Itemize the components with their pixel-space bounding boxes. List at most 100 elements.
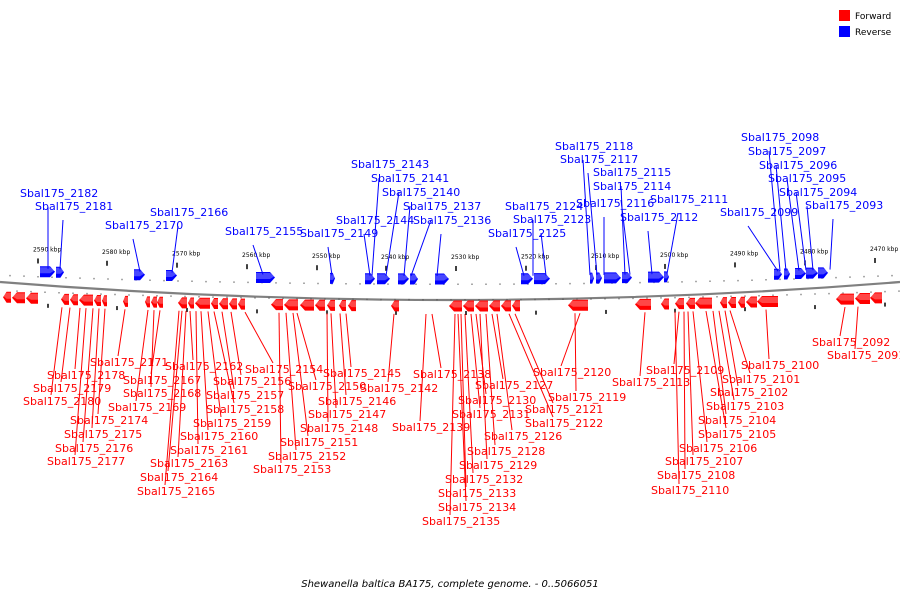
forward-gene-label: Sbal175_2151	[280, 436, 358, 449]
forward-gene-arrow-highlight	[348, 301, 356, 308]
forward-gene-arrow-highlight	[26, 293, 38, 300]
forward-gene-arrow	[151, 296, 157, 308]
reverse-gene-label: Sbal175_2111	[650, 193, 728, 206]
reverse-leader-line	[410, 219, 432, 277]
kbp-tick-label: 2510 kbp	[591, 253, 619, 260]
forward-gene-arrow	[728, 296, 736, 308]
forward-gene-arrow-highlight	[178, 298, 187, 305]
forward-gene-arrow	[271, 299, 283, 311]
reverse-gene-arrow	[534, 273, 550, 285]
reverse-gene-label: Sbal175_2141	[371, 172, 449, 185]
reverse-gene-label: Sbal175_2095	[768, 172, 846, 185]
forward-leader-line	[729, 310, 751, 374]
forward-gene-label: Sbal175_2126	[484, 430, 562, 443]
forward-gene-label: Sbal175_2142	[360, 382, 438, 395]
forward-leader-line	[221, 311, 235, 390]
forward-gene-arrow	[746, 296, 757, 308]
legend-forward-swatch	[839, 10, 850, 21]
reverse-gene-label: Sbal175_2149	[300, 227, 378, 240]
reverse-leader-line	[829, 218, 834, 270]
forward-gene-arrow-highlight	[635, 299, 651, 306]
reverse-gene-arrow	[398, 273, 409, 285]
forward-leader-line	[639, 312, 646, 377]
forward-gene-label: Sbal175_2165	[137, 485, 215, 498]
reverse-leader-line	[371, 177, 380, 276]
forward-leader-line	[285, 312, 297, 451]
forward-gene-label: Sbal175_2127	[475, 379, 553, 392]
forward-gene-arrow	[757, 296, 778, 308]
reverse-leader-line	[647, 230, 653, 275]
forward-gene-label: Sbal175_2129	[459, 459, 537, 472]
forward-leader-line	[491, 313, 504, 380]
reverse-leader-line	[385, 191, 400, 276]
legend-forward-label: Forward	[855, 12, 891, 22]
reverse-gene-arrow	[795, 268, 806, 280]
map-caption: Shewanella baltica BA175, complete genom…	[301, 579, 599, 590]
forward-gene-label: Sbal175_2130	[458, 394, 536, 407]
forward-gene-label: Sbal175_2101	[722, 373, 800, 386]
reverse-gene-arrow	[435, 273, 449, 285]
forward-gene-label: Sbal175_2154	[245, 363, 323, 376]
forward-gene-label: Sbal175_2148	[300, 422, 378, 435]
forward-gene-label: Sbal175_2179	[33, 382, 111, 395]
forward-leader-line	[164, 310, 180, 486]
forward-leader-line	[345, 313, 352, 368]
forward-leader-line	[718, 310, 735, 401]
forward-gene-label: Sbal175_2167	[123, 374, 201, 387]
kbp-tick-label: 2500 kbp	[660, 252, 688, 259]
forward-gene-arrow	[501, 300, 511, 312]
forward-gene-arrow	[512, 300, 520, 312]
forward-gene-label: Sbal175_2128	[467, 445, 545, 458]
forward-gene-arrow-highlight	[568, 300, 588, 307]
forward-gene-arrow-highlight	[675, 299, 684, 306]
forward-gene-arrow-highlight	[695, 298, 712, 305]
reverse-gene-label: Sbal175_2094	[779, 186, 857, 199]
reverse-gene-arrow	[330, 272, 335, 284]
reverse-gene-label: Sbal175_2114	[593, 180, 671, 193]
forward-gene-arrow-highlight	[757, 297, 778, 304]
forward-gene-label: Sbal175_2105	[698, 428, 776, 441]
reverse-gene-arrow	[134, 269, 145, 281]
forward-gene-arrow	[188, 297, 194, 309]
reverse-gene-label: Sbal175_2096	[759, 159, 837, 172]
reverse-gene-arrow-highlight	[377, 274, 390, 281]
reverse-gene-arrow-highlight	[664, 272, 669, 279]
forward-gene-arrow-highlight	[501, 301, 511, 308]
reverse-leader-line	[582, 159, 591, 276]
forward-gene-arrow-highlight	[300, 300, 314, 307]
reverse-gene-label: Sbal175_2123	[513, 213, 591, 226]
forward-leader-line	[167, 310, 183, 472]
reverse-gene-arrow	[818, 267, 828, 279]
forward-gene-arrow-highlight	[489, 301, 500, 308]
forward-gene-arrow-highlight	[145, 297, 150, 304]
reverse-gene-label: Sbal175_2143	[351, 158, 429, 171]
forward-gene-arrow	[661, 298, 669, 310]
forward-gene-label: Sbal175_2162	[165, 360, 243, 373]
forward-gene-arrow-highlight	[12, 293, 25, 300]
reverse-gene-arrow	[664, 271, 669, 283]
forward-gene-arrow	[315, 299, 325, 311]
forward-gene-arrow	[3, 291, 11, 303]
forward-leader-line	[464, 313, 474, 474]
forward-label-layer: Sbal175_2180Sbal175_2179Sbal175_2178Sbal…	[23, 336, 900, 528]
kbp-tick-label: 2580 kbp	[102, 249, 130, 256]
forward-gene-label: Sbal175_2135	[422, 515, 500, 528]
forward-leader-line	[460, 313, 467, 488]
forward-gene-label: Sbal175_2110	[651, 484, 729, 497]
reverse-leader-line	[587, 172, 598, 276]
reverse-gene-arrow	[410, 273, 418, 285]
reverse-leader-line	[171, 225, 179, 273]
forward-gene-arrow	[219, 298, 228, 310]
forward-leader-line	[514, 313, 554, 404]
forward-gene-arrow-highlight	[211, 299, 218, 306]
forward-gene-arrow-highlight	[836, 294, 854, 301]
forward-leader-line	[326, 313, 329, 423]
forward-leader-line	[292, 312, 309, 437]
forward-gene-label: Sbal175_2158	[206, 403, 284, 416]
reverse-gene-arrow	[604, 272, 621, 284]
forward-gene-arrow	[695, 297, 712, 309]
forward-gene-label: Sbal175_2175	[64, 428, 142, 441]
reverse-leader-line	[806, 205, 814, 271]
forward-gene-label: Sbal175_2156	[213, 375, 291, 388]
reverse-gene-arrow-highlight	[795, 269, 806, 276]
